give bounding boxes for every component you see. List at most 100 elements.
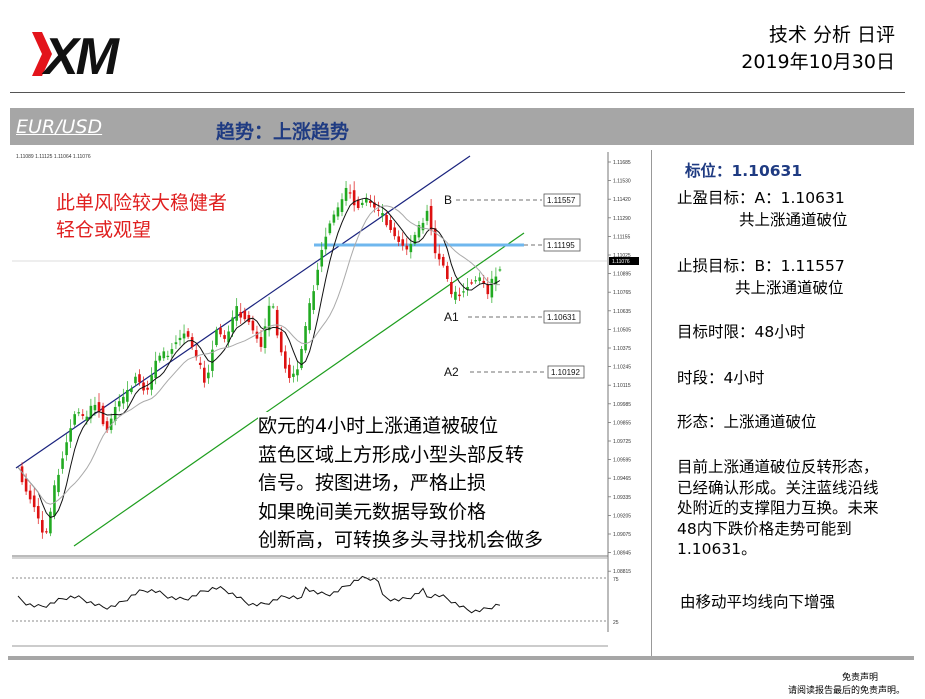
candle-body xyxy=(57,474,60,493)
currency-pair[interactable]: EUR/USD xyxy=(16,116,103,138)
level-label-a1: A1 xyxy=(444,310,459,324)
candle-body xyxy=(32,495,36,508)
analysis-line: 创新高，可转换多头寻找机会做多 xyxy=(258,529,544,551)
candle-body xyxy=(458,294,461,297)
candle-body xyxy=(288,364,291,379)
price-tick-label: 1.10505 xyxy=(613,327,631,333)
candle-body xyxy=(332,214,336,223)
risk-warning-line-1: 此单风险较大稳健者 xyxy=(56,192,228,214)
price-tick-label: 1.08945 xyxy=(613,551,631,557)
price-tick-label: 1.11685 xyxy=(613,160,631,166)
candle-body xyxy=(97,402,101,412)
candle-body xyxy=(474,280,477,282)
candle-body xyxy=(186,331,190,337)
candle-body xyxy=(450,282,453,295)
trend-label: 趋势：上涨趋势 xyxy=(216,121,350,143)
candle-body xyxy=(170,349,174,354)
candle-body xyxy=(207,372,210,379)
candle-body xyxy=(182,333,186,339)
target-level: 标位：1.10631 xyxy=(685,162,803,180)
price-tick-label: 1.10115 xyxy=(613,383,631,389)
candle-body xyxy=(93,404,97,411)
candle-body xyxy=(211,349,214,371)
level-box-a2 xyxy=(547,365,585,379)
candle-body xyxy=(174,342,178,345)
candle-body xyxy=(486,284,490,295)
candle-body xyxy=(263,326,267,348)
price-tick-label: 1.11025 xyxy=(613,253,631,259)
panel-divider xyxy=(651,150,652,657)
candle-body xyxy=(377,209,380,211)
candle-body xyxy=(397,236,400,242)
description-line: 已经确认形成。关注蓝线沿线 xyxy=(677,478,879,497)
price-tick-label: 1.09465 xyxy=(613,476,631,482)
candle-body xyxy=(243,310,247,320)
candle-body xyxy=(425,210,429,221)
candle-body xyxy=(482,280,486,284)
price-tick-label: 1.11155 xyxy=(613,234,631,240)
analysis-line: 蓝色区域上方形成小型头部反转 xyxy=(258,443,525,466)
candle-body xyxy=(126,390,129,402)
candle-body xyxy=(324,236,328,250)
candle-body xyxy=(259,337,263,347)
candle-body xyxy=(73,414,76,425)
disclaimer-title[interactable]: 免责声明 xyxy=(841,673,878,683)
candle-body xyxy=(194,350,198,358)
candle-body xyxy=(251,320,255,331)
candle-body xyxy=(352,190,356,206)
candle-body xyxy=(409,244,413,253)
analysis-line: 欧元的4小时上涨通道被破位 xyxy=(258,415,499,437)
price-tick-label: 1.11290 xyxy=(613,216,631,222)
price-tick-label: 1.08815 xyxy=(613,569,631,575)
candle-body xyxy=(166,355,170,358)
candle-body xyxy=(65,442,68,456)
candle-body xyxy=(85,416,89,421)
moving-average-fast xyxy=(17,197,501,518)
level-box-a1 xyxy=(543,310,581,324)
oscillator-line xyxy=(17,575,501,614)
price-tick-label: 1.10635 xyxy=(613,309,631,315)
candle-body xyxy=(190,337,194,348)
price-tick-label: 1.10375 xyxy=(613,346,631,352)
candle-body xyxy=(89,405,93,419)
price-chart: 1.11089 1.11125 1.11064 1.11076 1.11685 1.… xyxy=(12,150,640,660)
candle-body xyxy=(101,405,105,425)
header-divider xyxy=(10,92,905,93)
candle-body xyxy=(494,276,498,285)
candle-body xyxy=(227,331,230,343)
candle-body xyxy=(24,478,28,492)
candle-body xyxy=(441,256,445,266)
candle-body xyxy=(162,351,166,359)
candle-body xyxy=(437,253,441,260)
candle-body xyxy=(466,286,469,290)
candle-body xyxy=(389,219,392,230)
candle-body xyxy=(328,223,332,234)
analysis-note: 欧元的4小时上涨通道被破位 蓝色区域上方形成小型头部反转 信号。按图进场，严格止… xyxy=(258,412,548,555)
candle-body xyxy=(117,401,121,407)
candle-body xyxy=(454,291,457,300)
candle-body xyxy=(36,506,40,519)
candle-body xyxy=(446,265,449,279)
candle-body xyxy=(198,362,202,365)
candle-body xyxy=(292,373,295,377)
level-value-a2: 1.10192 xyxy=(551,368,580,377)
price-tick-label: 1.09855 xyxy=(613,420,631,426)
candle-body xyxy=(275,309,279,336)
candle-body xyxy=(41,520,44,533)
description-line: 处附近的支撑阻力互换。未来 xyxy=(677,499,879,517)
candle-body xyxy=(255,331,259,339)
candle-body xyxy=(373,202,376,208)
xm-logo: XM xyxy=(32,28,124,82)
title-bar xyxy=(10,108,914,145)
candle-body xyxy=(215,329,218,346)
take-profit-target: 止盈目标：A：1.10631 xyxy=(677,189,845,207)
candle-body xyxy=(81,414,85,416)
level-box-blue xyxy=(543,238,581,252)
report-date: 2019年10月30日 xyxy=(741,51,895,73)
stop-loss-note: 共上涨通道破位 xyxy=(735,279,844,297)
candle-body xyxy=(344,187,348,201)
candle-body xyxy=(154,360,157,378)
candle-body xyxy=(462,291,465,293)
candle-body xyxy=(134,376,137,384)
candle-body xyxy=(429,205,433,231)
